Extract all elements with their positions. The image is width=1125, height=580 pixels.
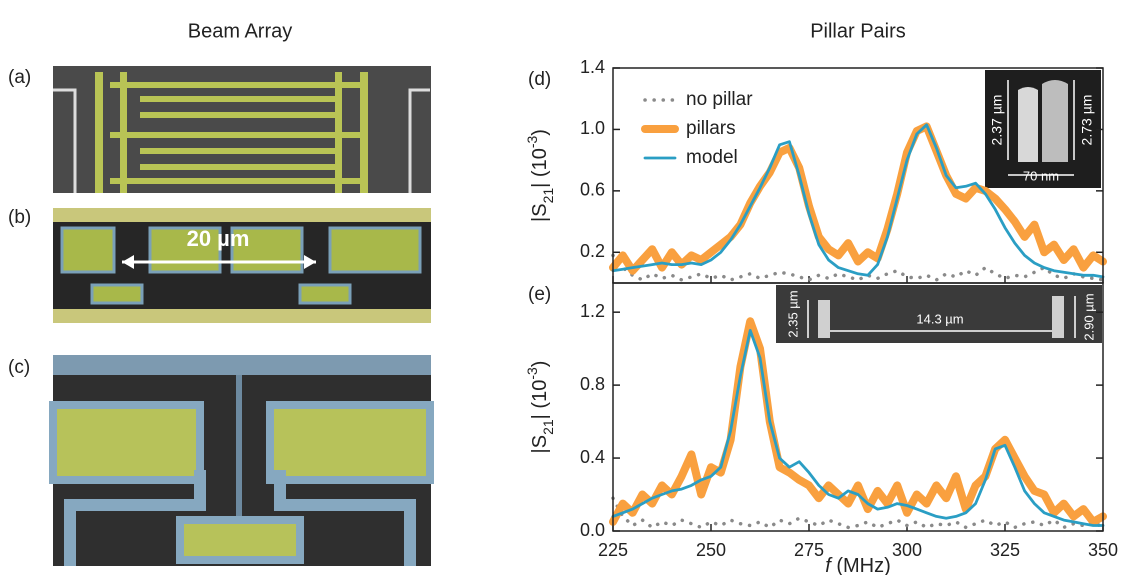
panel-label: (d) <box>528 69 551 90</box>
y-tick-label: 0.4 <box>580 447 605 467</box>
sem-image-c <box>53 355 431 566</box>
inset-label: 2.73 µm <box>1079 95 1095 146</box>
x-tick-label: 325 <box>990 540 1020 560</box>
series-line <box>613 330 1103 525</box>
panel-label: (e) <box>528 284 551 305</box>
inset-image-e: 2.35 µm 2.90 µm 14.3 µm <box>776 285 1102 343</box>
panel-label: (a) <box>8 67 31 88</box>
y-tick-label: 0.8 <box>580 374 605 394</box>
y-axis-label-part: | (10 <box>529 148 551 188</box>
y-axis-label-part: ) <box>529 129 551 136</box>
y-axis-label: |S21| (10-3) <box>524 361 556 454</box>
inset-label: 70 nm <box>1023 168 1059 183</box>
scale-bar-label: 20 µm <box>187 226 250 251</box>
series-line <box>613 498 1103 527</box>
y-tick-label: 1.2 <box>580 301 605 321</box>
figure: Beam Array Pillar Pairs (a) (b) (c) 20 µ… <box>0 0 1125 575</box>
x-tick-label: 300 <box>892 540 922 560</box>
y-tick-label: 0.6 <box>580 180 605 200</box>
y-axis-label-part: 21 <box>540 419 556 435</box>
y-axis-label-part: ) <box>529 361 551 368</box>
inset-label: 2.90 µm <box>1081 293 1096 340</box>
y-axis-label-part: |S <box>529 203 551 222</box>
left-header: Beam Array <box>188 20 292 42</box>
x-axis-label-part: (MHz) <box>831 555 891 575</box>
x-tick-label: 250 <box>696 540 726 560</box>
y-axis-label-part: | (10 <box>529 380 551 420</box>
y-axis-label-part: -3 <box>524 367 540 380</box>
series-line <box>613 321 1103 522</box>
inset-label: 2.37 µm <box>989 95 1005 146</box>
y-axis-label-part: -3 <box>524 136 540 149</box>
x-axis-label: f (MHz) <box>825 555 891 575</box>
x-tick-label: 275 <box>794 540 824 560</box>
y-tick-label: 0.2 <box>580 241 605 261</box>
legend-label: no pillar <box>686 89 753 110</box>
y-tick-label: 1.0 <box>580 118 605 138</box>
sem-image-a <box>53 66 431 193</box>
y-axis-label-part: |S <box>529 435 551 454</box>
y-axis-label-part: 21 <box>540 188 556 204</box>
y-tick-label: 1.4 <box>580 57 605 77</box>
right-header: Pillar Pairs <box>810 20 906 42</box>
panel-label: (c) <box>8 357 30 378</box>
x-tick-label: 350 <box>1088 540 1118 560</box>
inset-image-d: 2.37 µm 2.73 µm 70 nm <box>985 70 1101 188</box>
y-tick-label: 0.0 <box>580 520 605 540</box>
inset-label: 2.35 µm <box>785 290 800 337</box>
panel-label: (b) <box>8 207 31 228</box>
legend-label: model <box>686 147 738 168</box>
sem-image-b: 20 µm <box>53 208 431 323</box>
y-axis-label: |S21| (10-3) <box>524 129 556 222</box>
x-tick-label: 225 <box>598 540 628 560</box>
legend-label: pillars <box>686 118 736 139</box>
inset-label: 14.3 µm <box>916 311 963 326</box>
